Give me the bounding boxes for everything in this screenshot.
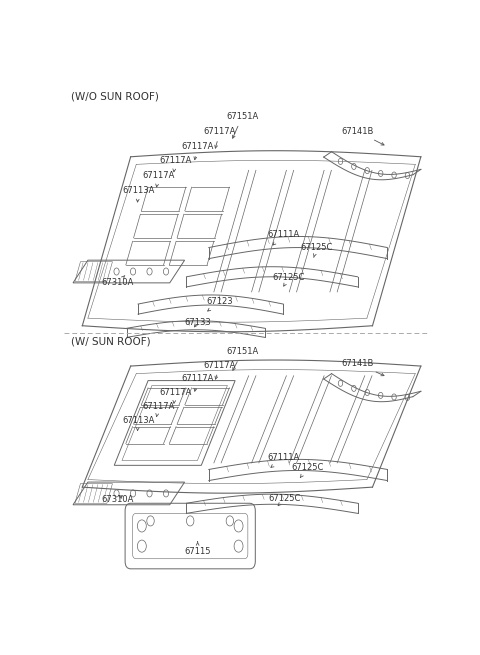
Text: 67151A: 67151A bbox=[226, 112, 258, 138]
Text: 67151A: 67151A bbox=[226, 347, 258, 370]
Text: 67123: 67123 bbox=[207, 297, 233, 311]
Text: 67115: 67115 bbox=[184, 542, 211, 556]
Text: (W/ SUN ROOF): (W/ SUN ROOF) bbox=[71, 337, 151, 347]
Text: 67117A: 67117A bbox=[181, 142, 214, 160]
Text: 67141B: 67141B bbox=[341, 127, 384, 145]
Text: 67117A: 67117A bbox=[159, 388, 192, 403]
Text: 67111A: 67111A bbox=[267, 453, 300, 468]
Text: 67125C: 67125C bbox=[269, 494, 301, 506]
Text: (W/O SUN ROOF): (W/O SUN ROOF) bbox=[71, 91, 159, 102]
Text: 67125C: 67125C bbox=[273, 273, 305, 286]
Text: 67133: 67133 bbox=[184, 318, 211, 328]
Text: 67125C: 67125C bbox=[291, 464, 324, 477]
Text: 67117A: 67117A bbox=[143, 402, 175, 417]
Text: 67111A: 67111A bbox=[267, 231, 300, 245]
Text: 67141B: 67141B bbox=[341, 359, 384, 376]
Text: 67117A: 67117A bbox=[181, 374, 214, 391]
Text: 67117A: 67117A bbox=[204, 360, 236, 379]
Text: 67117A: 67117A bbox=[143, 171, 175, 187]
Text: 67310A: 67310A bbox=[101, 276, 134, 288]
Text: 67310A: 67310A bbox=[101, 495, 134, 504]
Text: 67117A: 67117A bbox=[204, 127, 236, 148]
Text: 67125C: 67125C bbox=[300, 243, 333, 257]
Text: 67113A: 67113A bbox=[122, 186, 154, 202]
Text: 67117A: 67117A bbox=[159, 156, 192, 172]
Text: 67113A: 67113A bbox=[122, 415, 154, 430]
